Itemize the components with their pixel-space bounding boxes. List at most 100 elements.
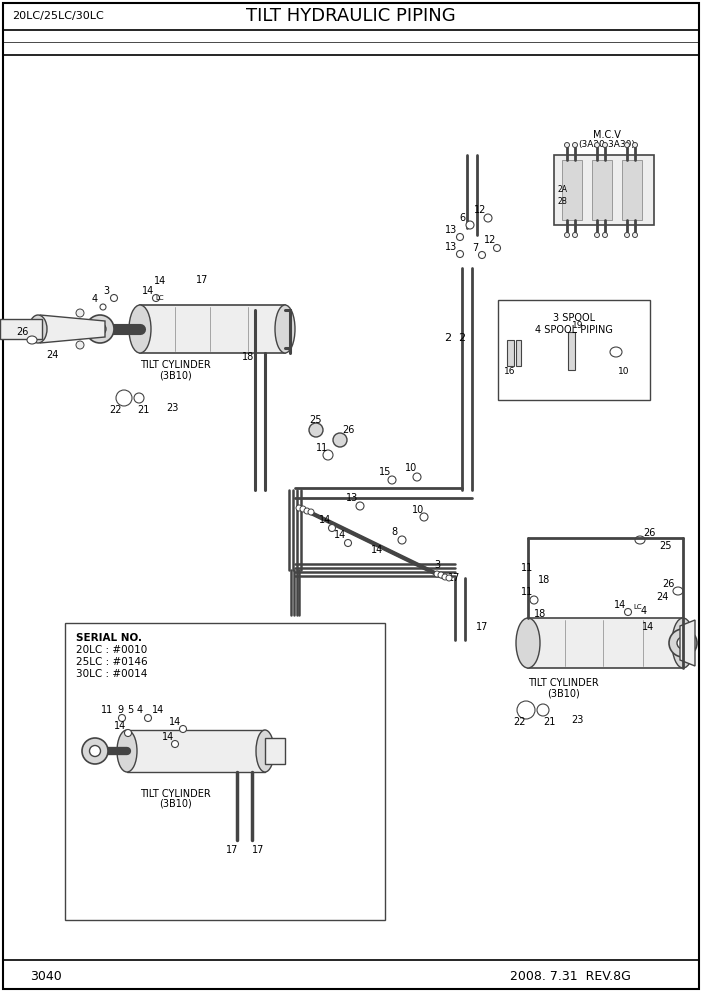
Circle shape xyxy=(484,214,492,222)
Text: 20LC : #0010: 20LC : #0010 xyxy=(76,645,147,655)
Bar xyxy=(265,738,285,764)
Ellipse shape xyxy=(29,315,47,343)
Polygon shape xyxy=(680,620,695,666)
Text: 14: 14 xyxy=(169,717,181,727)
Text: 8: 8 xyxy=(391,527,397,537)
Text: 18: 18 xyxy=(534,609,546,619)
Text: 14: 14 xyxy=(642,622,654,632)
Ellipse shape xyxy=(86,315,114,343)
Circle shape xyxy=(110,295,117,302)
Circle shape xyxy=(595,232,600,237)
Ellipse shape xyxy=(610,347,622,357)
Circle shape xyxy=(180,725,187,732)
Ellipse shape xyxy=(117,730,137,772)
Text: 3: 3 xyxy=(434,560,440,570)
Circle shape xyxy=(116,390,132,406)
Text: (3B10): (3B10) xyxy=(547,688,579,698)
Bar xyxy=(528,618,683,668)
Text: (3B10): (3B10) xyxy=(159,799,192,809)
Circle shape xyxy=(119,714,126,721)
Text: 4: 4 xyxy=(641,606,647,616)
Bar xyxy=(140,305,285,353)
Circle shape xyxy=(333,433,347,447)
Circle shape xyxy=(345,540,352,547)
Circle shape xyxy=(145,714,152,721)
Bar xyxy=(65,623,385,920)
Ellipse shape xyxy=(27,336,37,344)
Circle shape xyxy=(308,509,314,515)
Bar xyxy=(498,300,650,400)
Ellipse shape xyxy=(677,637,689,649)
Text: M.C.V: M.C.V xyxy=(593,130,621,140)
Circle shape xyxy=(602,232,607,237)
Text: 16: 16 xyxy=(504,367,516,377)
Circle shape xyxy=(323,450,333,460)
Bar xyxy=(554,155,654,225)
Text: 24: 24 xyxy=(656,592,668,602)
Text: 18: 18 xyxy=(242,352,254,362)
Circle shape xyxy=(124,729,131,736)
Circle shape xyxy=(171,740,178,748)
Ellipse shape xyxy=(672,618,694,668)
Text: 2: 2 xyxy=(458,333,465,343)
Circle shape xyxy=(329,525,336,532)
Text: 23: 23 xyxy=(166,403,178,413)
Ellipse shape xyxy=(129,305,151,353)
Bar xyxy=(562,160,582,220)
Text: 18: 18 xyxy=(538,575,550,585)
Text: 2A: 2A xyxy=(557,186,567,194)
Text: 25LC : #0146: 25LC : #0146 xyxy=(76,657,147,667)
Circle shape xyxy=(625,608,632,615)
Text: 2: 2 xyxy=(444,333,451,343)
Text: 17: 17 xyxy=(226,845,238,855)
Text: 14: 14 xyxy=(142,286,154,296)
Text: 17: 17 xyxy=(252,845,264,855)
Text: 17: 17 xyxy=(476,622,488,632)
Circle shape xyxy=(573,232,578,237)
Text: LC: LC xyxy=(156,295,164,301)
Ellipse shape xyxy=(673,587,683,595)
Circle shape xyxy=(152,295,159,302)
Bar xyxy=(622,160,642,220)
Circle shape xyxy=(456,233,463,240)
Circle shape xyxy=(309,423,323,437)
Text: 2008. 7.31  REV.8G: 2008. 7.31 REV.8G xyxy=(510,969,631,982)
Circle shape xyxy=(76,309,84,317)
Text: 2B: 2B xyxy=(557,197,567,206)
Text: 4 SPOOL PIPING: 4 SPOOL PIPING xyxy=(535,325,613,335)
Circle shape xyxy=(420,513,428,521)
Text: 25: 25 xyxy=(309,415,322,425)
Text: 14: 14 xyxy=(114,721,126,731)
Circle shape xyxy=(442,574,448,580)
Circle shape xyxy=(633,143,637,148)
Text: TILT CYLINDER: TILT CYLINDER xyxy=(140,360,211,370)
Text: 15: 15 xyxy=(379,467,391,477)
Circle shape xyxy=(625,232,630,237)
Text: 11: 11 xyxy=(316,443,328,453)
Text: 20LC/25LC/30LC: 20LC/25LC/30LC xyxy=(12,11,104,21)
Text: 21: 21 xyxy=(543,717,555,727)
Text: 11: 11 xyxy=(521,563,533,573)
Text: (3B10): (3B10) xyxy=(159,370,192,380)
Circle shape xyxy=(388,476,396,484)
Circle shape xyxy=(466,221,474,229)
Circle shape xyxy=(398,536,406,544)
Text: 10: 10 xyxy=(405,463,417,473)
Text: 6: 6 xyxy=(459,213,465,223)
Text: 14: 14 xyxy=(152,705,164,715)
Text: TILT CYLINDER: TILT CYLINDER xyxy=(140,789,211,799)
Text: 19: 19 xyxy=(572,321,584,330)
Text: 11: 11 xyxy=(521,587,533,597)
Bar xyxy=(568,332,575,370)
Circle shape xyxy=(573,143,578,148)
Circle shape xyxy=(517,701,535,719)
Circle shape xyxy=(100,304,106,310)
Circle shape xyxy=(625,143,630,148)
Text: 14: 14 xyxy=(162,732,174,742)
Text: 22: 22 xyxy=(512,717,525,727)
Circle shape xyxy=(446,575,452,581)
Text: 3040: 3040 xyxy=(30,969,62,982)
Bar xyxy=(507,340,514,366)
Text: 3 SPOOL: 3 SPOOL xyxy=(553,313,595,323)
Text: 7: 7 xyxy=(472,243,478,253)
